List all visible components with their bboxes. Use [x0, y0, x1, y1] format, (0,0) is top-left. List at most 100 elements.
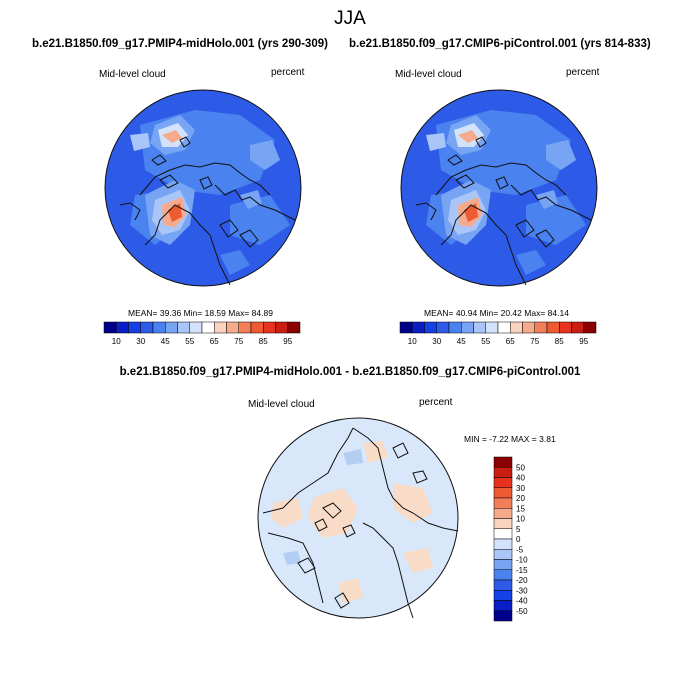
colorbar-swatch — [559, 321, 572, 334]
colorbar-tick-label: 75 — [530, 337, 539, 346]
diff-colorbar-tick-label: 15 — [516, 504, 525, 513]
diff-colorbar-tick-label: -30 — [516, 586, 528, 595]
left-min-label: Min= — [183, 308, 203, 318]
diff-colorbar-swatch — [493, 487, 513, 499]
colorbar-tick-label: 55 — [481, 337, 490, 346]
colorbar-swatch — [201, 321, 215, 334]
colorbar-swatch — [226, 321, 239, 334]
colorbar-tick-label: 85 — [555, 337, 564, 346]
colorbar-swatch — [152, 321, 166, 334]
diff-min-label: MIN = — [464, 434, 487, 444]
colorbar-tick-label: 95 — [579, 337, 588, 346]
colorbar-swatch — [448, 321, 462, 334]
left-min-value: 18.59 — [204, 308, 226, 318]
colorbar-swatch — [263, 321, 276, 334]
colorbar-swatch — [497, 321, 511, 334]
colorbar-swatch — [275, 321, 288, 334]
colorbar-swatch — [165, 321, 178, 334]
diff-colorbar-tick-label: 5 — [516, 525, 521, 534]
diff-colorbar-swatch — [493, 477, 513, 488]
colorbar-tick-label: 45 — [457, 337, 466, 346]
diff-units-label: percent — [419, 397, 453, 408]
right-mean-label: MEAN= — [424, 308, 454, 318]
diff-variable-label: Mid-level cloud — [248, 399, 315, 410]
diff-colorbar-swatch — [493, 549, 513, 560]
colorbar-swatch — [287, 321, 301, 334]
colorbar-tick-label: 65 — [210, 337, 219, 346]
diff-colorbar-tick-label: 20 — [516, 494, 525, 503]
diff-max-label: MAX = — [511, 434, 537, 444]
diff-polar-map — [257, 417, 459, 619]
diff-min-value: -7.22 — [489, 434, 509, 444]
colorbar-swatch — [424, 321, 437, 334]
diff-colorbar-swatch — [493, 467, 513, 478]
colorbar-tick-label: 10 — [408, 337, 417, 346]
left-max-label: Max= — [228, 308, 250, 318]
right-colorbar: 10 30 45 55 65 75 85 95 — [399, 321, 597, 346]
colorbar-swatch — [177, 321, 190, 334]
right-stats: MEAN= 40.94 Min= 20.42 Max= 84.14 — [424, 308, 569, 318]
diff-colorbar-swatch — [493, 579, 513, 591]
colorbar-tick-label: 85 — [259, 337, 268, 346]
right-min-label: Min= — [479, 308, 499, 318]
diff-colorbar-swatch — [493, 528, 513, 540]
diff-colorbar-tick-label: 50 — [516, 463, 525, 472]
colorbar-swatch — [546, 321, 560, 334]
right-panel-title: b.e21.B1850.f09_g17.CMIP6-piControl.001 … — [349, 38, 651, 50]
diff-colorbar-swatch — [493, 497, 513, 509]
left-panel-title: b.e21.B1850.f09_g17.PMIP4-midHolo.001 (y… — [32, 38, 328, 50]
colorbar-tick-label: 30 — [136, 337, 145, 346]
diff-colorbar-swatch — [493, 508, 513, 519]
diff-colorbar-tick-label: 10 — [516, 515, 525, 524]
diff-colorbar-swatch — [493, 600, 513, 611]
diff-colorbar-tick-label: 40 — [516, 474, 525, 483]
diff-colorbar-tick-label: -50 — [516, 607, 528, 616]
right-max-value: 84.14 — [547, 308, 569, 318]
left-max-value: 84.89 — [251, 308, 273, 318]
left-polar-map — [104, 89, 302, 287]
colorbar-swatch — [250, 321, 264, 334]
diff-colorbar-swatch — [493, 610, 513, 622]
diff-stats: MIN = -7.22 MAX = 3.81 — [464, 434, 556, 444]
colorbar-tick-label: 30 — [432, 337, 441, 346]
colorbar-tick-label: 75 — [234, 337, 243, 346]
colorbar-swatch — [140, 321, 154, 334]
right-units-label: percent — [566, 67, 600, 78]
colorbar-swatch — [461, 321, 474, 334]
colorbar-swatch — [522, 321, 535, 334]
left-mean-label: MEAN= — [128, 308, 158, 318]
colorbar-swatch — [510, 321, 523, 334]
left-colorbar: 10 30 45 55 65 75 85 95 — [103, 321, 301, 346]
colorbar-tick-label: 95 — [283, 337, 292, 346]
diff-max-value: 3.81 — [539, 434, 556, 444]
page-title: JJA — [334, 8, 366, 29]
diff-colorbar-tick-label: 0 — [516, 535, 521, 544]
left-stats: MEAN= 39.36 Min= 18.59 Max= 84.89 — [128, 308, 273, 318]
colorbar-swatch — [189, 321, 203, 334]
colorbar-swatch — [485, 321, 499, 334]
colorbar-tick-label: 55 — [185, 337, 194, 346]
right-polar-map — [400, 89, 598, 287]
colorbar-swatch — [238, 321, 252, 334]
diff-colorbar-tick-label: -40 — [516, 597, 528, 606]
diff-colorbar-tick-label: -15 — [516, 566, 528, 575]
colorbar-tick-label: 10 — [112, 337, 121, 346]
diff-colorbar-tick-label: -20 — [516, 576, 528, 585]
diff-colorbar-swatch — [493, 569, 513, 581]
colorbar-swatch — [399, 321, 413, 334]
right-min-value: 20.42 — [500, 308, 522, 318]
right-max-label: Max= — [524, 308, 546, 318]
colorbar-tick-label: 45 — [161, 337, 170, 346]
diff-colorbar-swatch — [493, 518, 513, 529]
colorbar-swatch — [116, 321, 129, 334]
diff-colorbar-tick-label: 30 — [516, 484, 525, 493]
colorbar-swatch — [583, 321, 597, 334]
colorbar-tick-label: 65 — [506, 337, 515, 346]
left-variable-label: Mid-level cloud — [99, 69, 166, 80]
colorbar-swatch — [128, 321, 141, 334]
diff-colorbar-swatch — [493, 590, 513, 601]
diff-colorbar-tick-label: -5 — [516, 545, 524, 554]
left-units-label: percent — [271, 67, 305, 78]
colorbar-swatch — [412, 321, 425, 334]
